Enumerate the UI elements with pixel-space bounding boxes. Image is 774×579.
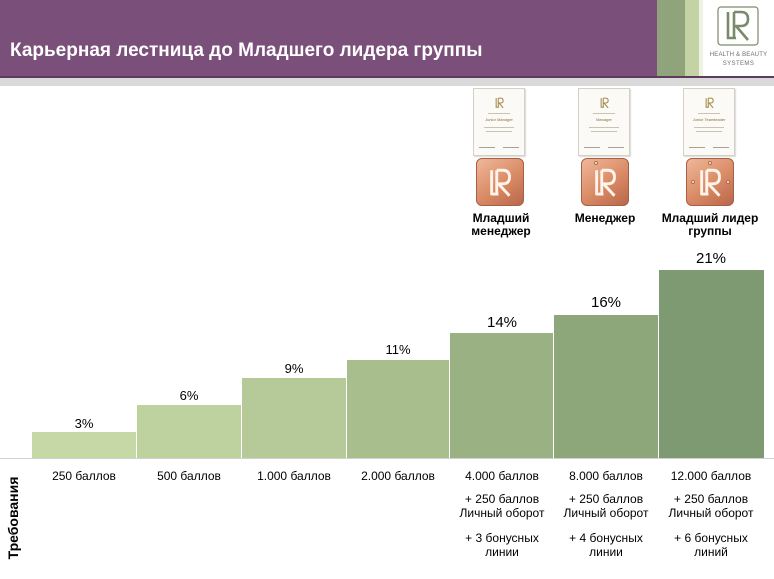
- bars-baseline: [0, 458, 774, 459]
- level-label-line: Менеджер: [574, 211, 636, 225]
- certificate-name: Junior Teamleader: [692, 117, 726, 122]
- requirement-line: + 250 баллов: [568, 492, 644, 506]
- certificate-text-line: [484, 127, 514, 128]
- requirement-points: 8.000 баллов: [569, 469, 643, 483]
- requirement-points: 1.000 баллов: [257, 469, 331, 483]
- level-label-line: менеджер: [471, 224, 531, 238]
- requirement-bonus-lines: + 6 бонусных линий: [659, 531, 763, 559]
- step-bar: [450, 333, 553, 458]
- certificate-text-line: [589, 127, 619, 128]
- header-stripe-pale: [699, 0, 703, 76]
- certificate-signature: [713, 147, 729, 148]
- requirement-points: 2.000 баллов: [361, 469, 435, 483]
- step-percent: 9%: [284, 361, 304, 376]
- lr-logo-icon: [705, 97, 714, 109]
- requirement-line: Личный оборот: [668, 506, 754, 520]
- level-label-line: группы: [688, 224, 732, 238]
- requirement-points: 4.000 баллов: [465, 469, 539, 483]
- requirement-bonus-lines: + 3 бонусных линии: [450, 531, 554, 559]
- level-label-junior-teamleader: Младший лидер группы: [655, 212, 765, 238]
- badge-dot: [726, 180, 730, 184]
- step-percent: 3%: [74, 416, 94, 431]
- lr-logo-icon: [495, 97, 504, 109]
- logo-subline: SYSTEMS: [722, 61, 755, 67]
- certificate-text-line: [591, 131, 617, 132]
- level-label-junior-manager: Младший менеджер: [446, 212, 556, 238]
- certificate-signature: [608, 147, 624, 148]
- certificate-image: Junior Manager: [473, 88, 525, 156]
- requirement-line: линий: [694, 545, 728, 559]
- header-bar: Карьерная лестница до Младшего лидера гр…: [0, 0, 774, 78]
- requirement-points: 12.000 баллов: [670, 469, 752, 483]
- lr-logo-icon: [595, 168, 616, 197]
- level-badge: [476, 158, 524, 206]
- header-stripe-dark: [657, 0, 685, 76]
- step-bar: [659, 270, 764, 458]
- level-label-manager: Менеджер: [550, 212, 660, 225]
- certificate-signature: [689, 147, 705, 148]
- step-bar: [137, 405, 241, 458]
- badge-dot: [691, 180, 695, 184]
- certificate-text-line: [696, 131, 722, 132]
- certificate-text-line: [698, 113, 720, 114]
- requirement-line: + 3 бонусных: [465, 531, 539, 545]
- requirement-turnover: + 250 баллов Личный оборот: [450, 492, 554, 520]
- requirement-line: + 250 баллов: [464, 492, 540, 506]
- level-label-line: Младший: [472, 211, 530, 225]
- header-divider: [0, 76, 774, 78]
- certificate-text-line: [486, 131, 512, 132]
- badge-dot: [708, 161, 712, 165]
- logo-tagline: HEALTH & BEAUTY: [709, 52, 768, 58]
- step-bar: [242, 378, 346, 458]
- requirement-turnover: + 250 баллов Личный оборот: [554, 492, 658, 520]
- step-bar: [347, 360, 449, 458]
- requirement-line: + 250 баллов: [673, 492, 749, 506]
- certificate-signature: [584, 147, 600, 148]
- certificate-name: Junior Manager: [485, 117, 513, 122]
- step-bar: [32, 432, 136, 458]
- brand-logo: HEALTH & BEAUTY SYSTEMS: [703, 0, 774, 76]
- certificate-text-line: [488, 113, 510, 114]
- requirement-line: Личный оборот: [459, 506, 545, 520]
- certificate-text-line: [694, 127, 724, 128]
- step-percent: 16%: [590, 294, 622, 311]
- lr-logo-icon: [700, 168, 721, 197]
- requirement-bonus-lines: + 4 бонусных линии: [554, 531, 658, 559]
- header-title-band: Карьерная лестница до Младшего лидера гр…: [0, 0, 657, 76]
- requirement-points: 500 баллов: [157, 469, 221, 483]
- requirement-line: линии: [589, 545, 623, 559]
- requirements-label-text: Требования: [5, 476, 21, 560]
- requirements-label: Требования: [2, 462, 24, 574]
- requirement-line: Личный оборот: [563, 506, 649, 520]
- header-stripe-light: [685, 0, 699, 76]
- badge-dot: [594, 161, 598, 165]
- requirement-turnover: + 250 баллов Личный оборот: [659, 492, 763, 520]
- level-badge: [686, 158, 734, 206]
- certificate-image: Junior Teamleader: [683, 88, 735, 156]
- level-badge: [581, 158, 629, 206]
- page-title: Карьерная лестница до Младшего лидера гр…: [10, 40, 483, 61]
- certificate-image: Manager: [578, 88, 630, 156]
- step-percent: 6%: [179, 388, 199, 403]
- requirement-line: + 4 бонусных: [569, 531, 643, 545]
- lr-logo-icon: [490, 168, 511, 197]
- level-label-line: Младший лидер: [661, 211, 759, 225]
- step-percent: 21%: [695, 250, 727, 267]
- lr-logo-icon: [600, 97, 609, 109]
- step-percent: 11%: [385, 342, 411, 357]
- requirement-points: 250 баллов: [52, 469, 116, 483]
- header-gray-band: [0, 78, 774, 86]
- lr-logo-icon: [717, 6, 759, 46]
- certificate-signature: [479, 147, 495, 148]
- step-percent: 14%: [486, 314, 518, 331]
- step-bar: [554, 315, 658, 458]
- requirement-line: линии: [485, 545, 519, 559]
- certificate-text-line: [593, 113, 615, 114]
- requirement-line: + 6 бонусных: [674, 531, 748, 545]
- certificate-name: Manager: [596, 117, 612, 122]
- certificate-signature: [503, 147, 519, 148]
